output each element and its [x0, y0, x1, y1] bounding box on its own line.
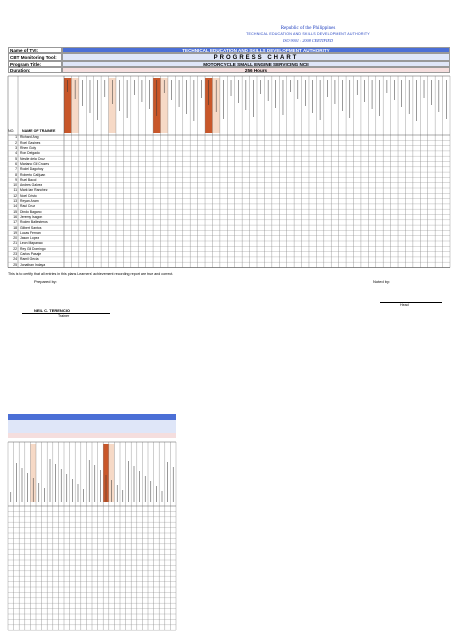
lower-grid	[7, 414, 177, 631]
no-header: NO.	[8, 129, 15, 133]
trainee-number: 8	[15, 172, 17, 177]
trainee-number: 25	[13, 262, 17, 267]
trainee-name: Jason Lopez	[20, 236, 40, 241]
trainee-number: 17	[13, 220, 17, 225]
trainee-number: 7	[15, 167, 17, 172]
trainee-number: 6	[15, 161, 17, 166]
duration-value: 256 Hours	[62, 67, 450, 73]
trainee-number: 18	[13, 225, 17, 230]
trainee-number: 9	[15, 177, 17, 182]
trainee-name: Roberto Calijuan	[20, 172, 46, 177]
trainee-name: Mariano Gil Cruzes	[20, 161, 50, 166]
trainee-number: 20	[13, 236, 17, 241]
trainee-number: 14	[13, 204, 17, 209]
trainee-number: 24	[13, 257, 17, 262]
trainee-number: 11	[13, 188, 17, 193]
trainee-name: Ron Delgado	[20, 151, 40, 156]
trainee-number: 5	[15, 156, 17, 161]
trainee-name: Jeremy Isagon	[20, 214, 43, 219]
trainee-number: 22	[13, 246, 17, 251]
prepared-by-label: Prepared by:	[34, 279, 57, 284]
trainee-number: 16	[13, 214, 17, 219]
tvi-label: Name of TVI:	[8, 47, 62, 53]
republic-text: Republic of the Philippines	[280, 26, 336, 31]
tvi-value: TECHNICAL EDUCATION AND SKILLS DEVELOPME…	[62, 47, 450, 53]
head-role: Head	[400, 303, 409, 307]
trainee-name: Roel Gasines	[20, 140, 41, 145]
trainee-name: Jonathan Indaya	[20, 262, 46, 267]
iso-text: ISO 9001 : 2008 CERTIFIED	[282, 38, 333, 43]
duration-label: Duration:	[8, 67, 62, 73]
trainee-name: Rodel Dagohoy	[20, 167, 44, 172]
trainee-number: 10	[13, 183, 17, 188]
trainee-number: 3	[15, 146, 17, 150]
trainer-name: NEIL C. TERENCIO	[34, 308, 70, 313]
trainer-role: Trainer	[58, 314, 70, 318]
certification-note: This is to certify that all entries in t…	[8, 272, 174, 276]
trainee-name: Gilbert Santos	[20, 225, 42, 230]
program-value: MOTORCYCLE SMALL ENGINE SERVICING NCII	[62, 61, 450, 67]
trainee-name: Leon Mapanao	[20, 241, 43, 246]
trainee-number: 4	[15, 151, 17, 156]
trainee-name: Andres Galvez	[20, 183, 43, 188]
trainee-number: 19	[13, 230, 17, 235]
upper-grid	[7, 75, 451, 268]
agency-text: TECHNICAL EDUCATION AND SKILLS DEVELOPME…	[246, 32, 370, 36]
program-label: Program Title:	[8, 61, 62, 67]
trainee-number: 23	[13, 252, 17, 256]
trainee-number: 15	[13, 209, 17, 214]
trainee-name: Roden Ballesteros	[20, 220, 48, 225]
tool-label: CBT Monitoring Tool:	[8, 53, 62, 61]
trainee-number: 13	[13, 199, 17, 203]
trainee-name: Reyan Aram	[20, 199, 39, 203]
trainer-signature-line	[22, 313, 110, 314]
trainee-name: Rey Gil Domingo	[20, 246, 46, 251]
trainee-name: Lucas Fernan	[20, 230, 41, 235]
trainee-name: Dindo Bagano	[20, 209, 42, 214]
trainee-name: Noel Cristo	[20, 193, 37, 198]
noted-by-label: Noted by:	[373, 279, 391, 284]
trainee-number: 12	[13, 193, 17, 198]
trainee-name: Richard Ang	[20, 135, 39, 140]
trainee-name: Ramil Gecia	[20, 257, 39, 262]
duration-row: Duration: 256 Hours	[8, 67, 450, 73]
trainee-name: Neslie dela Cruz	[20, 156, 45, 161]
head-signature-line	[380, 302, 442, 303]
trainee-number: 2	[15, 140, 17, 145]
program-row: Program Title: MOTORCYCLE SMALL ENGINE S…	[8, 61, 450, 67]
name-header: NAME OF TRAINEE	[22, 129, 56, 133]
trainee-name: Carlos Pasaje	[20, 252, 42, 256]
trainee-name: Rhen Goly	[20, 146, 37, 150]
trainee-number: 1	[15, 135, 17, 140]
trainee-name: Mark Ian Ranchez	[20, 188, 48, 193]
trainee-name: Raul Cruz	[20, 204, 36, 209]
trainee-number: 21	[13, 241, 17, 246]
tool-value: PROGRESS CHART	[62, 53, 450, 61]
tool-row: CBT Monitoring Tool: PROGRESS CHART	[8, 53, 450, 61]
tvi-row: Name of TVI: TECHNICAL EDUCATION AND SKI…	[8, 47, 450, 53]
trainee-name: Ruel Bacol	[20, 177, 37, 182]
